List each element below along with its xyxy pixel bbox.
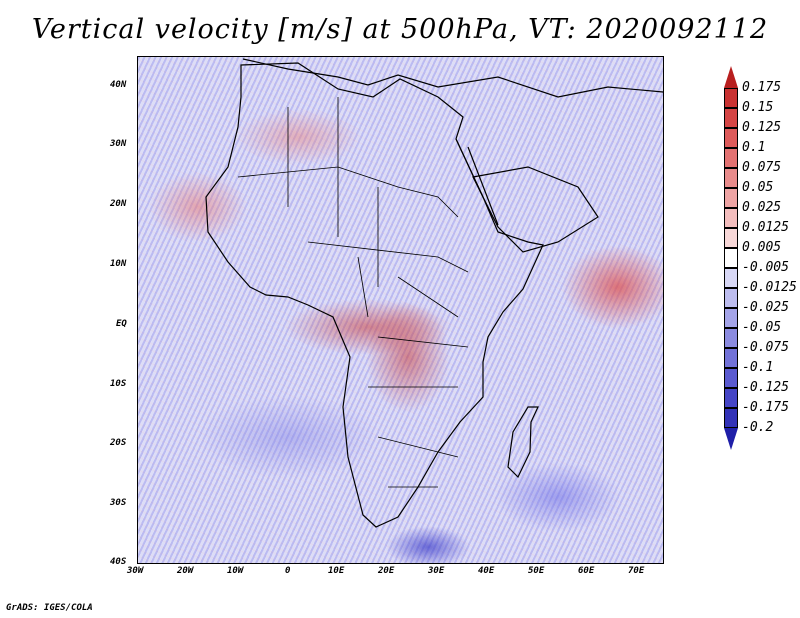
colorbar-label: -0.075 [742, 340, 789, 355]
lat-label: 20N [110, 199, 127, 209]
colorbar-label: -0.05 [742, 320, 782, 335]
colorbar-swatch [724, 128, 738, 148]
colorbar-swatch [724, 168, 738, 188]
colorbar-swatch [724, 108, 738, 128]
lon-label: 50E [528, 566, 545, 576]
africa-coastline [205, 62, 544, 528]
colorbar-label: 0.075 [742, 160, 782, 175]
colorbar-label: 0.1 [742, 140, 766, 155]
africa-map-outline [205, 58, 663, 528]
colorbar-swatch [724, 388, 738, 408]
europe-coastline [242, 58, 663, 98]
lon-label: 70E [628, 566, 645, 576]
lon-label: 20W [177, 566, 194, 576]
lon-label: 0 [285, 566, 291, 576]
lat-label: 40S [110, 557, 127, 567]
colorbar-swatch [724, 328, 738, 348]
colorbar-label: -0.005 [742, 260, 789, 275]
lon-label: 30W [127, 566, 144, 576]
colorbar-label: -0.175 [742, 400, 789, 415]
lon-label: 30E [428, 566, 445, 576]
colorbar-swatch [724, 288, 738, 308]
lon-label: 20E [378, 566, 395, 576]
colorbar-label: 0.005 [742, 240, 782, 255]
colorbar-label: 0.15 [742, 100, 774, 115]
colorbar-label: 0.125 [742, 120, 782, 135]
colorbar-max-arrow [724, 66, 738, 88]
lon-label: 60E [578, 566, 595, 576]
lat-label: 10S [110, 379, 127, 389]
lat-label: 30N [110, 139, 127, 149]
colorbar-swatch [724, 368, 738, 388]
lat-label: 20S [110, 438, 127, 448]
madagascar-coastline [507, 406, 539, 479]
colorbar-swatch [724, 348, 738, 368]
colorbar-label: 0.0125 [742, 220, 789, 235]
lon-label: 40E [478, 566, 495, 576]
colorbar-swatch [724, 208, 738, 228]
colorbar-swatch [724, 248, 738, 268]
colorbar-label: 0.025 [742, 200, 782, 215]
colorbar-label: 0.175 [742, 80, 782, 95]
colorbar-swatch [724, 88, 738, 108]
lon-label: 10W [227, 566, 244, 576]
colorbar-label: 0.05 [742, 180, 774, 195]
colorbar-swatch [724, 308, 738, 328]
colorbar-label: -0.2 [742, 420, 774, 435]
lat-label: 40N [110, 80, 127, 90]
colorbar-label: -0.0125 [742, 280, 797, 295]
map-panel [137, 56, 664, 564]
colorbar-label: -0.025 [742, 300, 789, 315]
lat-label: 10N [110, 259, 127, 269]
lon-label: 10E [328, 566, 345, 576]
colorbar-swatch [724, 188, 738, 208]
colorbar-swatch [724, 148, 738, 168]
footer-credit: GrADS: IGES/COLA [6, 603, 93, 613]
arabia-coastline [472, 166, 599, 253]
colorbar-label: -0.1 [742, 360, 774, 375]
colorbar-label: -0.125 [742, 380, 789, 395]
colorbar-swatch [724, 408, 738, 428]
colorbar-swatch [724, 268, 738, 288]
colorbar-swatch [724, 228, 738, 248]
lat-label: EQ [116, 319, 127, 329]
chart-title: Vertical velocity [m/s] at 500hPa, VT: 2… [31, 14, 769, 45]
colorbar-min-arrow [724, 428, 738, 450]
lat-label: 30S [110, 498, 127, 508]
